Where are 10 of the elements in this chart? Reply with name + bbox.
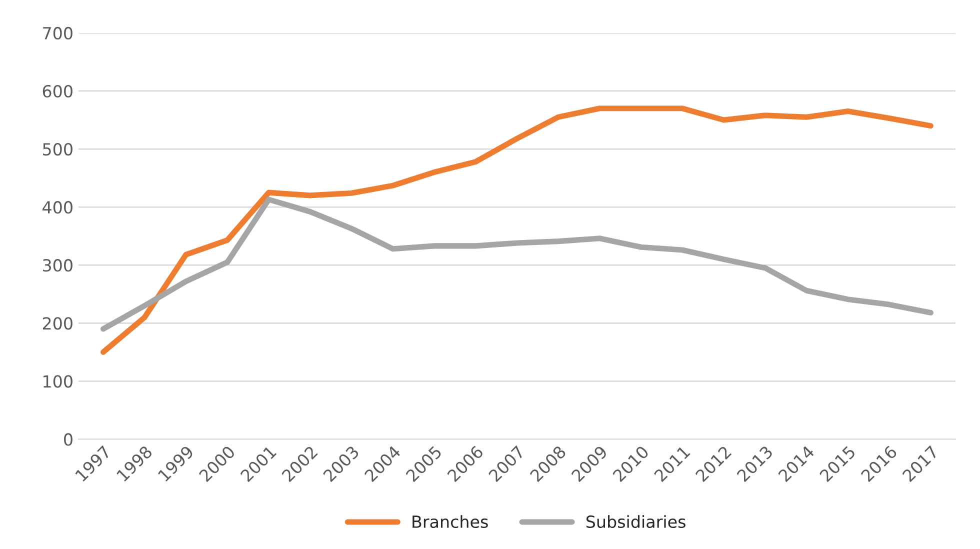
- legend-label: Branches: [412, 515, 488, 528]
- y-tick-label: 400: [42, 201, 72, 214]
- y-tick-label: 100: [44, 375, 72, 388]
- y-tick-label: 700: [43, 26, 72, 40]
- legend-label: Subsidiaries: [586, 515, 686, 528]
- y-tick-label: 200: [42, 317, 72, 330]
- y-tick-label: 500: [43, 142, 72, 156]
- y-tick-label: 300: [42, 259, 72, 272]
- y-tick-label: 600: [42, 84, 72, 98]
- y-tick-label: 0: [64, 433, 72, 446]
